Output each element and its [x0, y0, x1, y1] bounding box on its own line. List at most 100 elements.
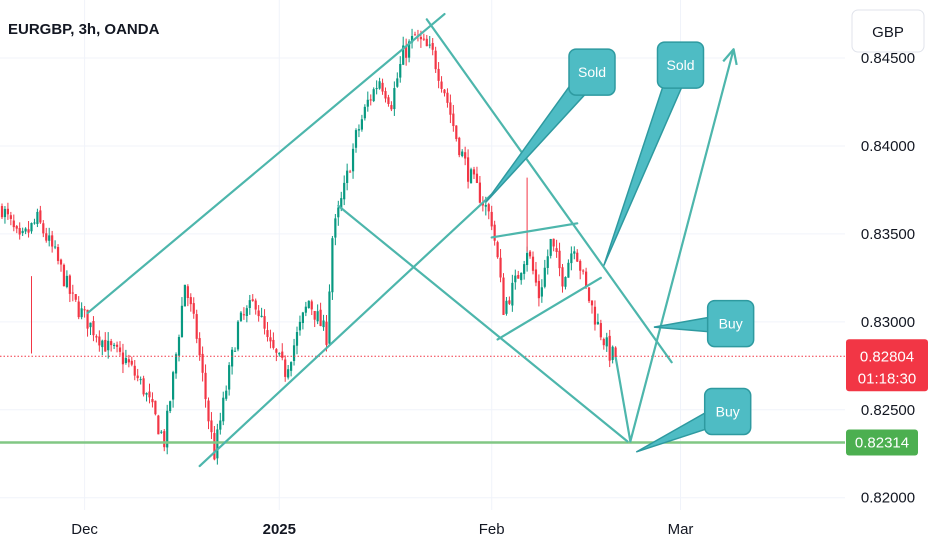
candle-body	[434, 50, 437, 70]
candle-body	[410, 35, 414, 43]
candle-body	[546, 256, 549, 268]
candle-body	[21, 230, 24, 234]
candle-body	[579, 261, 582, 271]
candle-body	[80, 308, 83, 318]
candle-body	[172, 372, 175, 400]
price-axis-background	[845, 0, 932, 550]
candle-body	[449, 102, 452, 115]
candle-body	[528, 251, 532, 257]
candle-body	[428, 44, 431, 46]
price-axis[interactable]: GBP 0.84500 0.84000 0.83500 0.83000 0.82500 0.…	[845, 0, 932, 550]
candle-body	[281, 351, 284, 358]
bar-countdown: 01:18:30	[858, 370, 916, 387]
candle-body	[27, 229, 30, 233]
candle-body	[399, 63, 402, 78]
candle-body	[301, 312, 304, 324]
trade-callouts: Sold Sold Buy Buy	[485, 41, 755, 453]
candle-body	[316, 311, 319, 322]
candle-body	[263, 316, 266, 329]
candle-body	[526, 252, 529, 266]
candle-body	[405, 46, 408, 58]
candlestick-series	[0, 28, 617, 465]
candle-body	[145, 393, 148, 395]
candle-body	[499, 257, 502, 278]
candle-body	[54, 246, 57, 248]
candle-body	[245, 308, 248, 316]
candle-body	[363, 106, 366, 119]
candle-body	[110, 341, 113, 346]
candle-body	[596, 321, 599, 325]
callout-label: Sold	[578, 64, 606, 80]
candle-body	[387, 97, 390, 105]
candle-body	[6, 208, 9, 215]
candle-body	[239, 312, 243, 321]
candle-body	[590, 300, 594, 306]
candle-body	[59, 259, 63, 265]
candle-body	[310, 301, 313, 310]
candle-body	[390, 105, 393, 110]
candle-body	[174, 354, 178, 374]
candle-body	[505, 300, 508, 314]
candle-body	[393, 88, 396, 110]
currency-label: GBP	[872, 24, 904, 41]
time-tick-label: 2025	[263, 521, 296, 538]
candle-body	[467, 157, 470, 182]
candle-body	[56, 247, 60, 261]
candle-body	[136, 375, 139, 379]
candle-body	[375, 88, 378, 90]
candle-body	[369, 99, 372, 101]
candle-body	[257, 310, 260, 317]
candle-body	[384, 91, 387, 99]
price-tick-label: 0.83000	[861, 314, 915, 331]
candle-body	[216, 429, 219, 459]
candle-body	[520, 272, 523, 281]
candle-body	[461, 151, 464, 157]
candle-body	[42, 223, 45, 234]
candle-body	[360, 119, 363, 130]
candle-body	[254, 300, 257, 310]
candle-body	[219, 420, 222, 430]
candle-body	[121, 352, 125, 365]
candle-body	[381, 82, 384, 92]
candle-body	[115, 344, 119, 347]
candle-body	[475, 173, 479, 184]
buy-callout: Buy	[635, 387, 752, 453]
candle-body	[464, 152, 467, 159]
candle-body	[567, 262, 570, 278]
candle-body	[213, 433, 216, 460]
candle-body	[334, 218, 337, 238]
callout-box	[656, 41, 705, 89]
trend-line	[496, 276, 602, 341]
candle-body	[372, 89, 375, 102]
candle-body	[284, 359, 287, 377]
candle-body	[204, 372, 207, 400]
candle-body	[514, 275, 517, 283]
candle-body	[9, 215, 12, 219]
candle-body	[3, 208, 7, 218]
candle-body	[201, 353, 204, 373]
candle-body	[298, 321, 302, 331]
candle-body	[440, 81, 443, 89]
candle-body	[210, 420, 213, 433]
candle-body	[160, 431, 163, 433]
candle-body	[292, 345, 296, 362]
candle-body	[313, 310, 316, 320]
candle-body	[582, 270, 585, 272]
candle-body	[585, 271, 588, 287]
chart-title: EURGBP, 3h, OANDA	[8, 21, 160, 38]
candle-body	[425, 38, 428, 47]
candle-body	[602, 338, 605, 346]
callout-label: Buy	[716, 404, 740, 420]
candle-body	[517, 274, 520, 279]
candle-body	[549, 238, 552, 256]
candle-body	[33, 222, 36, 224]
candle-body	[154, 400, 157, 415]
trend-line	[86, 12, 446, 315]
candle-body	[531, 256, 535, 271]
candle-body	[325, 321, 328, 345]
time-axis-background	[0, 510, 845, 550]
candle-body	[534, 269, 538, 283]
time-axis[interactable]: Dec 2025 Feb Mar	[0, 510, 845, 550]
current-price-tag	[846, 339, 928, 392]
